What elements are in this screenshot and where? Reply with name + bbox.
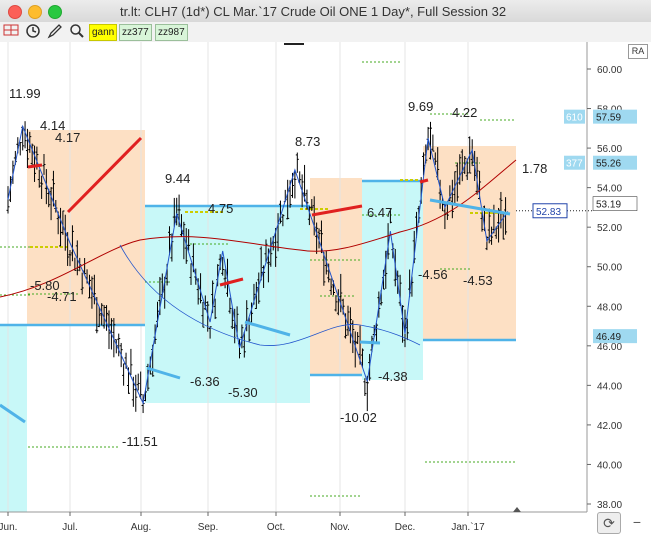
red-trend-segment (27, 163, 43, 169)
current-price-box (532, 203, 568, 219)
swing-annotation: -4.71 (47, 289, 77, 304)
tab-zz377[interactable]: zz377 (119, 24, 152, 41)
y-tick-label: 56.00 (597, 144, 622, 155)
blue-trend-segment (146, 366, 181, 380)
price-tag-value: 46.49 (596, 332, 621, 343)
swing-annotation: 6.47 (367, 205, 392, 220)
swing-annotation: 4.14 (40, 118, 65, 133)
price-tag-label: 610 (566, 113, 583, 124)
window-titlebar: tr.lt: CLH7 (1d*) CL Mar.`17 Crude Oil O… (0, 0, 651, 23)
swing-annotation: 9.69 (408, 99, 433, 114)
y-tick-label: 52.00 (597, 223, 622, 234)
swing-annotation: 1.78 (522, 161, 547, 176)
red-trend-segment (419, 178, 429, 184)
minimize-window-button[interactable] (28, 5, 42, 19)
clock-icon[interactable] (24, 23, 42, 40)
zigzag-line (7, 124, 509, 405)
price-tag-label: 377 (566, 159, 583, 170)
chart-toolbar: gann zz377 zz987 (0, 22, 651, 43)
swing-annotation: -4.53 (463, 273, 493, 288)
x-tick-label: Oct. (267, 522, 285, 533)
close-window-button[interactable] (8, 5, 22, 19)
x-tick-label: Aug. (131, 522, 152, 533)
blue-trend-segment (429, 198, 511, 216)
swing-annotation: -5.80 (30, 278, 60, 293)
price-tag-value: 55.26 (596, 159, 621, 170)
x-tick-label: Jan.`17 (451, 521, 485, 533)
y-tick-label: 44.00 (597, 381, 622, 392)
swing-annotation: -4.56 (418, 267, 448, 282)
gann-down-zone (0, 325, 27, 512)
swing-annotation: -10.02 (340, 410, 377, 425)
blue-trend-segment (359, 340, 381, 345)
price-tag-label-box (564, 109, 585, 124)
swing-annotation: -5.30 (228, 385, 258, 400)
blue-trend-segment (244, 320, 291, 337)
current-price-value: 52.83 (536, 207, 561, 218)
y-tick-label: 60.00 (597, 65, 622, 76)
last-bar-marker (513, 507, 521, 512)
y-tick-label: 46.00 (597, 342, 622, 353)
pencil-icon[interactable] (46, 23, 64, 40)
swing-annotation: 4.75 (208, 201, 233, 216)
tab-gann[interactable]: gann (89, 24, 118, 41)
y-tick-label: 48.00 (597, 302, 622, 313)
zoom-icon[interactable] (68, 23, 86, 40)
blue-trend-segment (0, 403, 26, 424)
price-tag-box (592, 196, 638, 211)
price-tag-box (593, 155, 637, 170)
swing-annotation: -6.36 (190, 374, 220, 389)
refresh-icon[interactable]: ⟳ (597, 512, 621, 534)
x-tick-label: Jun. (0, 522, 17, 533)
price-tag-value: 57.59 (596, 113, 621, 124)
window-title: tr.lt: CLH7 (1d*) CL Mar.`17 Crude Oil O… (120, 4, 507, 19)
swing-annotation: 9.44 (165, 171, 190, 186)
time-axis-panel (0, 512, 587, 536)
x-tick-label: Nov. (330, 522, 350, 533)
x-tick-label: Sep. (198, 522, 219, 533)
swing-annotation: 11.99 (9, 86, 41, 101)
y-tick-label: 42.00 (597, 421, 622, 432)
red-trend-segment (219, 277, 244, 287)
blue-trend-line (119, 244, 421, 346)
maximize-window-button[interactable] (48, 5, 62, 19)
price-tag-box (593, 109, 637, 124)
gann-up-zone (423, 146, 516, 340)
swing-annotation: 4.22 (452, 105, 477, 120)
price-chart[interactable]: 11.99 4.14 4.17 9.44 4.75 8.73 9.69 4.22 1.78 6.4… (0, 42, 651, 536)
gann-up-zone (27, 130, 145, 325)
swing-annotation: 8.73 (295, 134, 320, 149)
x-tick-label: Jul. (62, 522, 78, 533)
swing-annotation: -4.38 (378, 369, 408, 384)
price-tag-box (593, 329, 637, 344)
price-tag-label-box (564, 155, 585, 170)
tab-zz987[interactable]: zz987 (155, 24, 188, 41)
y-tick-label: 50.00 (597, 263, 622, 274)
price-tag-value: 53.19 (596, 200, 621, 211)
red-trend-segment (66, 136, 143, 214)
grid-icon[interactable] (2, 23, 20, 40)
y-tick-label: 40.00 (597, 460, 622, 471)
y-tick-label: 54.00 (597, 184, 622, 195)
swing-annotation: 4.17 (55, 130, 80, 145)
y-tick-label: 38.00 (597, 500, 622, 511)
swing-annotation: -11.51 (122, 434, 158, 449)
chart-svg: 11.99 4.144.17 9.44 4.75 8.73 9.69 4.22 1.78 6.4… (0, 42, 651, 536)
ra-button[interactable]: RA (628, 44, 648, 59)
moving-average-line (0, 159, 517, 298)
x-tick-label: Dec. (395, 522, 416, 533)
red-trend-segment (311, 204, 363, 217)
minus-icon[interactable]: − (632, 514, 642, 530)
